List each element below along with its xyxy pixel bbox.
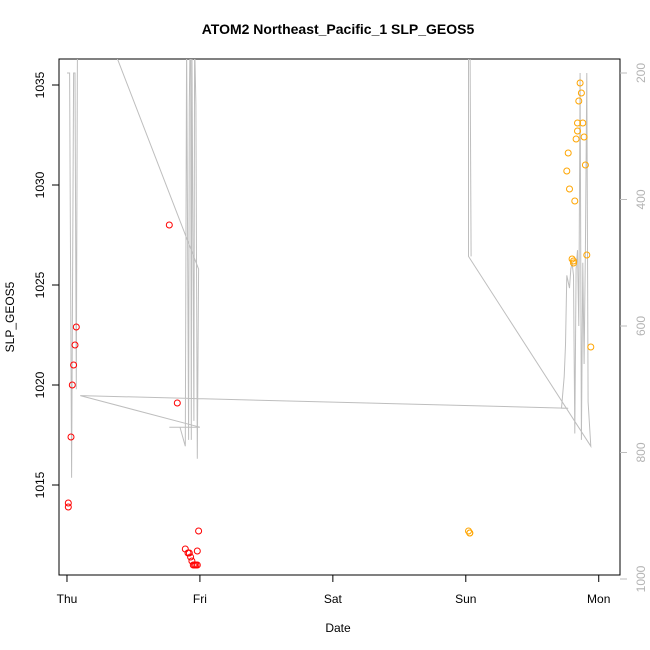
data-point xyxy=(581,161,589,169)
data-point xyxy=(576,79,584,87)
data-point xyxy=(570,259,577,267)
x-tick-label: Mon xyxy=(587,592,610,606)
y-axis-label: SLP_GEOS5 xyxy=(3,281,17,352)
data-point xyxy=(583,251,591,259)
data-point xyxy=(68,381,76,389)
y2-tick-label: 400 xyxy=(634,189,648,209)
data-point xyxy=(193,561,201,569)
plot-frame xyxy=(58,58,621,576)
data-point xyxy=(570,257,577,265)
x-axis-label: Date xyxy=(325,621,351,635)
y2-tick-label: 200 xyxy=(634,63,648,83)
data-point xyxy=(563,167,571,175)
data-point xyxy=(574,119,581,127)
data-point xyxy=(587,343,595,351)
y-tick-label: 1025 xyxy=(33,271,47,298)
data-point xyxy=(465,527,472,535)
data-point xyxy=(466,529,474,537)
chart-title: ATOM2 Northeast_Pacific_1 SLP_GEOS5 xyxy=(202,21,475,37)
data-point xyxy=(173,399,181,407)
data-point xyxy=(185,549,193,557)
reference-line-series xyxy=(67,59,592,478)
y2-tick-label: 800 xyxy=(634,442,648,462)
data-point xyxy=(577,89,585,97)
x-tick-label: Sat xyxy=(324,592,343,606)
data-point xyxy=(64,503,72,511)
y-axis: 1015 1020 1025 1030 1035 xyxy=(33,71,59,498)
data-point xyxy=(564,149,572,157)
secondary-y-axis: 200 400 600 800 1000 xyxy=(620,63,648,592)
data-point xyxy=(572,135,580,143)
scatter-points xyxy=(64,79,595,569)
data-point xyxy=(575,97,583,105)
data-point xyxy=(187,553,195,561)
data-point xyxy=(579,119,587,127)
data-point xyxy=(571,197,579,205)
data-point xyxy=(70,361,78,369)
data-point xyxy=(574,127,581,135)
y2-tick-label: 1000 xyxy=(634,565,648,592)
data-point xyxy=(72,323,80,331)
data-point xyxy=(71,341,79,349)
y-tick-label: 1020 xyxy=(33,371,47,398)
data-point xyxy=(580,133,588,141)
data-point xyxy=(64,499,72,507)
data-point xyxy=(195,527,203,535)
data-point xyxy=(568,255,576,263)
data-point xyxy=(566,185,573,193)
x-tick-label: Fri xyxy=(193,592,207,606)
y-tick-label: 1015 xyxy=(33,471,47,498)
reference-line xyxy=(67,59,592,478)
y-tick-label: 1035 xyxy=(33,71,47,98)
x-tick-label: Sun xyxy=(455,592,476,606)
y2-tick-label: 600 xyxy=(634,316,648,336)
data-point xyxy=(165,221,173,229)
y-tick-label: 1030 xyxy=(33,171,47,198)
x-tick-label: Thu xyxy=(57,592,78,606)
data-point xyxy=(193,547,201,555)
data-point xyxy=(67,433,75,441)
x-axis: Thu Fri Sat Sun Mon xyxy=(57,575,610,606)
